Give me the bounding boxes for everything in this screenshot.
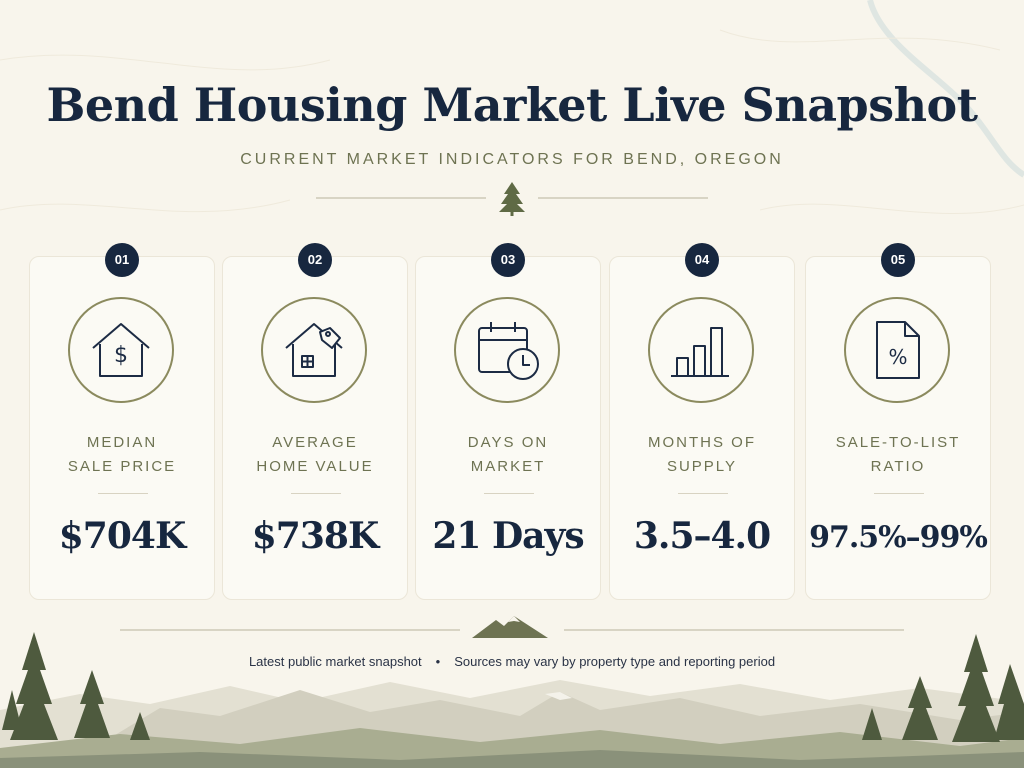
pine-trees-left [2,632,150,740]
label-divider [484,493,534,494]
footer-separator: • [435,654,441,669]
page-title: Bend Housing Market Live Snapshot [46,78,978,132]
metric-card-sale-to-list-ratio: % SALE-TO-LIST RATIO 97.5%–99% [805,256,991,600]
house-dollar-icon: $ [92,323,150,377]
card-label-line1: AVERAGE [272,434,358,451]
label-divider [874,493,924,494]
metric-card-days-on-market: DAYS ON MARKET 21 Days [415,256,601,600]
metric-card-months-of-supply: MONTHS OF SUPPLY 3.5–4.0 [609,256,795,600]
bar-chart-icon [671,327,729,377]
svg-text:$: $ [114,343,128,368]
pine-trees-right [862,634,1024,742]
card-number-badge: 03 [491,243,525,277]
icon-ring [648,297,754,403]
mountain-landscape-illustration [0,632,1024,768]
card-number-badge: 01 [105,243,139,277]
tree-divider [316,182,708,216]
icon-ring [261,297,367,403]
card-label-line2: HOME VALUE [256,458,374,475]
calendar-clock-icon [478,322,539,380]
footer-note: Latest public market snapshot • Sources ma… [0,654,1024,669]
icon-ring: $ [68,297,174,403]
label-divider [291,493,341,494]
mountain-divider [120,616,904,638]
pine-tree-icon [499,182,525,216]
card-value: 21 Days [432,515,584,557]
percent-document-icon: % [876,321,920,379]
page-subtitle: CURRENT MARKET INDICATORS FOR BEND, OREG… [240,151,784,168]
card-value: 97.5%–99% [809,520,988,555]
icon-ring [454,297,560,403]
card-label-line2: MARKET [470,458,546,475]
card-label-line2: RATIO [870,458,926,475]
card-number-badge: 04 [685,243,719,277]
metric-card-average-home-value: AVERAGE HOME VALUE $738K [222,256,408,600]
card-label-line1: MEDIAN [86,434,158,451]
card-label-line1: MONTHS OF [648,434,756,451]
card-number-badge: 02 [298,243,332,277]
card-label-line2: SUPPLY [666,458,738,475]
footer-right-text: Sources may vary by property type and re… [454,654,776,669]
label-divider [98,493,148,494]
house-tag-icon [285,323,343,377]
card-value: 3.5–4.0 [633,515,771,557]
metric-card-median-sale-price: $ MEDIAN SALE PRICE $704K [29,256,215,600]
card-number-badge: 05 [881,243,915,277]
card-label-line1: DAYS ON [467,434,549,451]
card-label-line1: SALE-TO-LIST [835,434,961,451]
svg-text:%: % [888,345,907,369]
card-label-line2: SALE PRICE [67,458,177,475]
label-divider [678,493,728,494]
footer-left-text: Latest public market snapshot [248,654,422,669]
icon-ring: % [844,297,950,403]
mountain-icon [472,616,548,638]
card-value: $704K [58,515,186,557]
card-value: $738K [251,515,379,557]
